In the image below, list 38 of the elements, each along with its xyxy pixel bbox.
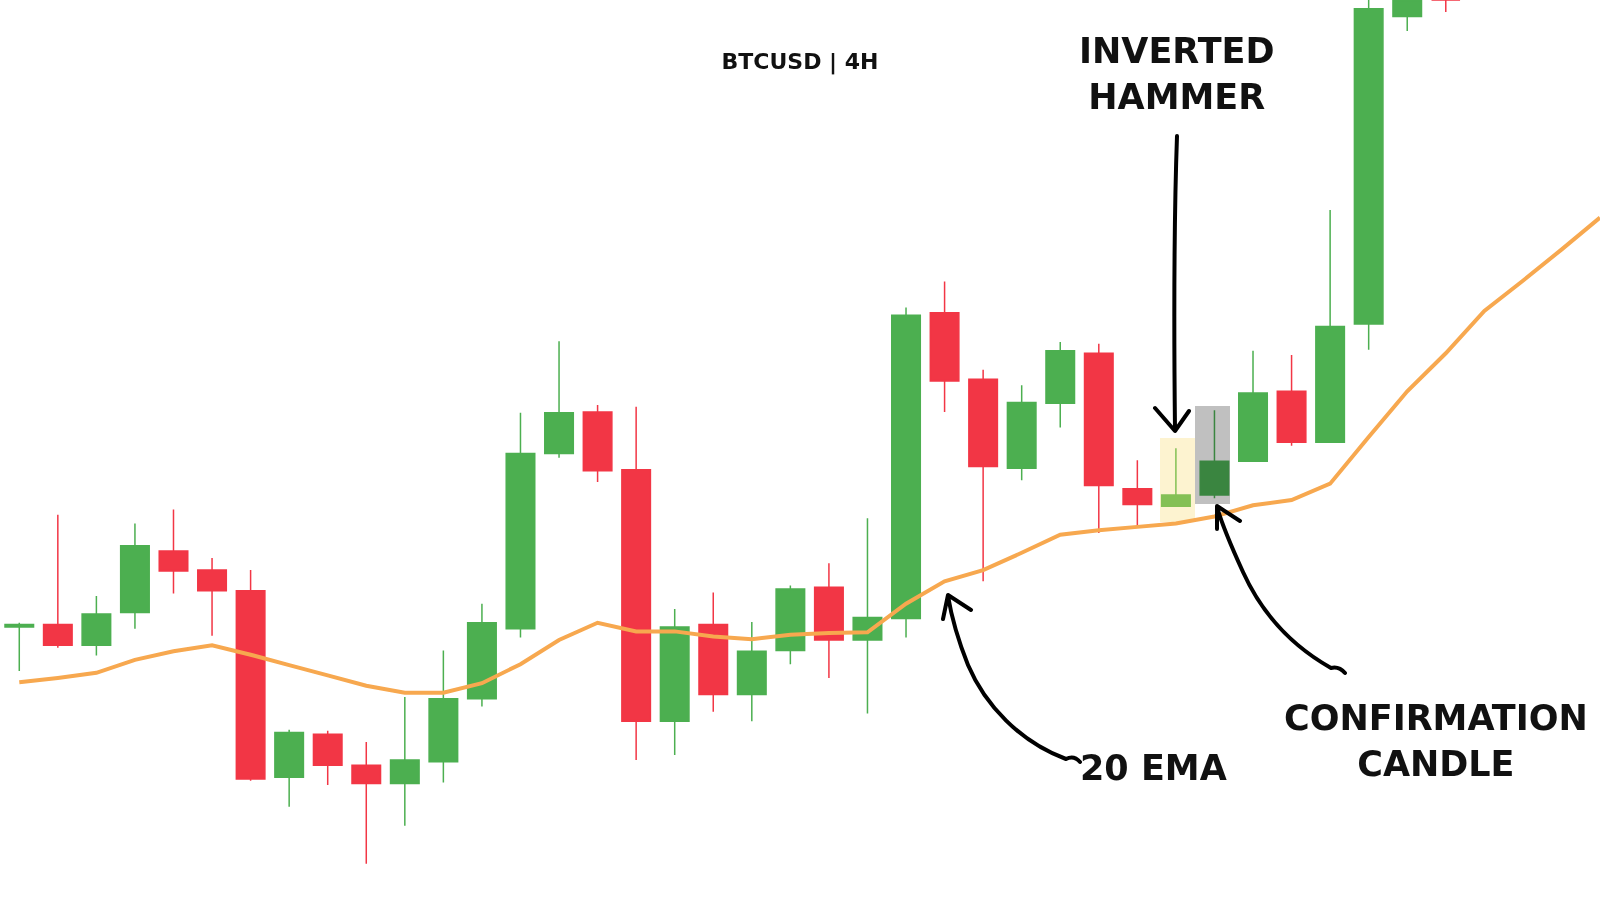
candlestick <box>505 412 536 639</box>
candlestick <box>119 522 150 630</box>
candlestick <box>4 621 35 672</box>
candlestick <box>736 621 767 722</box>
candlestick <box>1238 349 1269 462</box>
candlestick <box>312 729 343 786</box>
candlestick <box>891 306 922 639</box>
candlestick <box>968 368 999 583</box>
candlestick <box>1276 354 1307 447</box>
candlestick <box>698 591 729 713</box>
candlestick <box>274 729 305 808</box>
candlestick <box>42 514 73 649</box>
candlestick <box>929 280 960 413</box>
candlestick <box>1353 0 1384 351</box>
candlestick <box>775 584 806 665</box>
candlestick <box>1392 0 1423 32</box>
candlestick <box>1045 341 1076 429</box>
candlestick <box>621 406 652 761</box>
candlestick <box>389 696 420 827</box>
candlestick <box>197 557 228 637</box>
annotation: 20 EMA <box>1080 748 1227 788</box>
candlestick <box>351 741 382 865</box>
text: BTCUSD | 4H <box>721 48 879 75</box>
candlestick <box>235 569 266 782</box>
candlestick <box>1083 343 1114 534</box>
candlestick <box>81 595 112 657</box>
candlestick <box>544 340 575 459</box>
candlestick <box>1006 384 1037 481</box>
candlestick <box>659 608 690 756</box>
candlestick <box>582 404 613 483</box>
candlestick <box>1430 0 1461 13</box>
annotation: CONFIRMATION CANDLE <box>1284 698 1588 784</box>
candlestick <box>813 562 844 679</box>
candlestick <box>1315 209 1346 443</box>
candlestick <box>466 602 497 708</box>
candlestick <box>428 649 459 784</box>
candlestick <box>158 508 189 595</box>
annotation: INVERTED HAMMER <box>1079 31 1275 117</box>
